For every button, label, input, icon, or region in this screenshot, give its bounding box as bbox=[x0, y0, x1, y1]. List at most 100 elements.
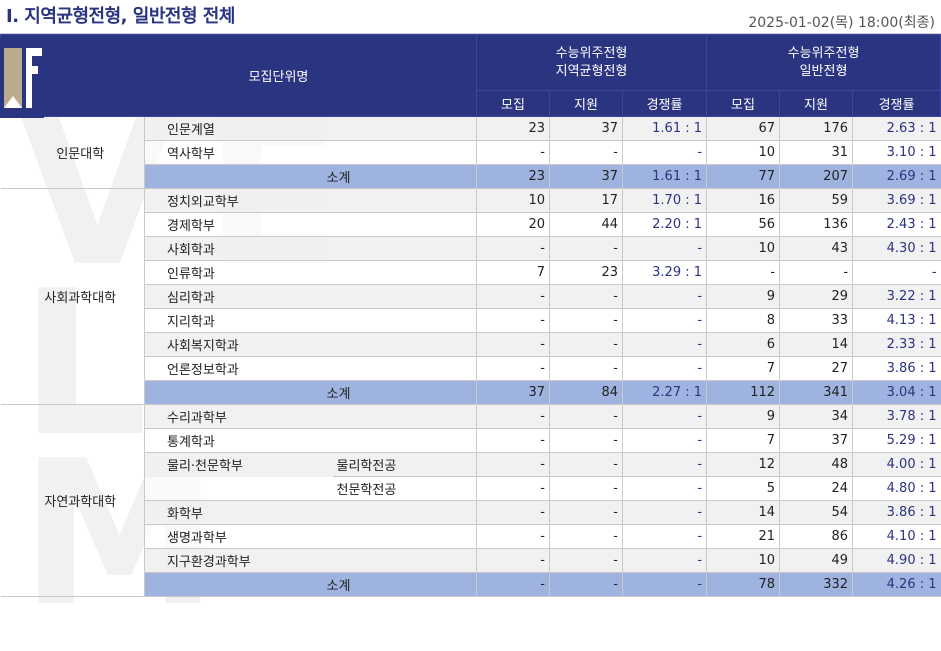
ratio-value: - bbox=[621, 428, 707, 453]
quota-value: - bbox=[706, 260, 780, 285]
table-row: 사회복지학과 - - -6 14 2.33 : 1 bbox=[1, 332, 941, 357]
applicants-value: 44 bbox=[549, 212, 623, 237]
subtotal-ratio: 1.61 : 1 bbox=[621, 164, 707, 189]
applicants-value: - bbox=[549, 548, 623, 573]
subtotal-row: 소계 23 37 1.61 : 1 77 207 2.69 : 1 bbox=[1, 164, 941, 189]
ratio-value: - bbox=[621, 524, 707, 549]
ratio-value: 4.80 : 1 bbox=[852, 476, 941, 501]
subtotal-quota: 112 bbox=[706, 380, 780, 405]
ratio-value: 1.61 : 1 bbox=[621, 116, 707, 141]
header-group-regional: 수능위주전형 지역균형전형 bbox=[475, 34, 708, 91]
applicants-value: - bbox=[549, 308, 623, 333]
applicants-value: - bbox=[549, 500, 623, 525]
table-row: 자연과학대학 수리과학부 - - -9 34 3.78 : 1 bbox=[0, 404, 941, 597]
major-name bbox=[332, 212, 477, 237]
ratio-value: 5.29 : 1 bbox=[852, 428, 941, 453]
ratio-value: - bbox=[621, 452, 707, 477]
applicants-value: 14 bbox=[779, 332, 853, 357]
applicants-value: - bbox=[549, 476, 623, 501]
table-row: 천문학전공 - - -5 24 4.80 : 1 bbox=[1, 476, 941, 501]
major-name: 물리학전공 bbox=[332, 452, 477, 477]
department-name: 심리학과 bbox=[144, 284, 333, 309]
ratio-value: 3.86 : 1 bbox=[852, 356, 941, 381]
subtotal-label: 소계 bbox=[144, 572, 477, 597]
major-name bbox=[332, 332, 477, 357]
ratio-value: 4.00 : 1 bbox=[852, 452, 941, 477]
ratio-value: 2.33 : 1 bbox=[852, 332, 941, 357]
applicants-value: 17 bbox=[549, 188, 623, 213]
department-name: 언론정보학과 bbox=[144, 356, 333, 381]
table-row: 인류학과 7 23 3.29 : 1--- bbox=[1, 260, 941, 285]
ratio-value: 3.29 : 1 bbox=[621, 260, 707, 285]
applicants-value: 34 bbox=[779, 404, 853, 429]
applicants-value: 37 bbox=[549, 116, 623, 141]
quota-value: - bbox=[476, 476, 550, 501]
table-row: 역사학부 - - -10 31 3.10 : 1 bbox=[1, 140, 941, 165]
table-row: 지리학과 - - -8 33 4.13 : 1 bbox=[1, 308, 941, 333]
subtotal-quota: - bbox=[476, 572, 550, 597]
quota-value: - bbox=[476, 140, 550, 165]
department-name: 통계학과 bbox=[144, 428, 333, 453]
header-col-quota: 모집 bbox=[706, 90, 781, 117]
page-title: Ⅰ. 지역균형전형, 일반전형 전체 bbox=[6, 6, 235, 27]
ratio-value: 1.70 : 1 bbox=[621, 188, 707, 213]
ratio-value: 2.63 : 1 bbox=[852, 116, 941, 141]
quota-value: 7 bbox=[476, 260, 550, 285]
subtotal-row: 소계 - - -78 332 4.26 : 1 bbox=[1, 572, 941, 597]
quota-value: 21 bbox=[706, 524, 780, 549]
applicants-value: - bbox=[549, 428, 623, 453]
applicants-value: - bbox=[549, 236, 623, 261]
quota-value: - bbox=[476, 236, 550, 261]
subtotal-ratio: 4.26 : 1 bbox=[852, 572, 941, 597]
applicants-value: - bbox=[779, 260, 853, 285]
quota-value: 7 bbox=[706, 356, 780, 381]
ratio-value: - bbox=[621, 356, 707, 381]
quota-value: 6 bbox=[706, 332, 780, 357]
quota-value: 10 bbox=[706, 236, 780, 261]
header-col-quota: 모집 bbox=[476, 90, 550, 117]
subtotal-quota: 37 bbox=[476, 380, 550, 405]
applicants-value: 86 bbox=[779, 524, 853, 549]
department-name: 지구환경과학부 bbox=[144, 548, 333, 573]
table-row: 생명과학부 - - -21 86 4.10 : 1 bbox=[1, 524, 941, 549]
ratio-value: - bbox=[621, 548, 707, 573]
major-name bbox=[332, 428, 477, 453]
quota-value: 7 bbox=[706, 428, 780, 453]
subtotal-label: 소계 bbox=[144, 380, 477, 405]
ratio-value: 3.69 : 1 bbox=[852, 188, 941, 213]
college-name: 인문대학 bbox=[0, 116, 145, 189]
header-unit-name: 모집단위명 bbox=[0, 34, 477, 117]
major-name bbox=[332, 284, 477, 309]
applicants-value: 23 bbox=[549, 260, 623, 285]
college-name: 자연과학대학 bbox=[0, 404, 145, 597]
department-name: 생명과학부 bbox=[144, 524, 333, 549]
quota-value: 5 bbox=[706, 476, 780, 501]
results-table: 모집단위명 수능위주전형 지역균형전형 수능위주전형 일반전형 모집 지원 경쟁… bbox=[0, 34, 941, 597]
subtotal-ratio: - bbox=[621, 572, 707, 597]
ratio-value: 3.78 : 1 bbox=[852, 404, 941, 429]
department-name: 사회복지학과 bbox=[144, 332, 333, 357]
major-name bbox=[332, 524, 477, 549]
university-logo-icon bbox=[0, 38, 44, 118]
header-col-ratio: 경쟁률 bbox=[852, 90, 941, 117]
applicants-value: 59 bbox=[779, 188, 853, 213]
applicants-value: 48 bbox=[779, 452, 853, 477]
applicants-value: 176 bbox=[779, 116, 853, 141]
quota-value: 56 bbox=[706, 212, 780, 237]
quota-value: 10 bbox=[706, 140, 780, 165]
subtotal-ratio: 2.27 : 1 bbox=[621, 380, 707, 405]
ratio-value: - bbox=[621, 404, 707, 429]
department-name: 역사학부 bbox=[144, 140, 333, 165]
table-row: 인문대학 인문계열 23 37 1.61 : 1 67 176 2.63 : 1 bbox=[0, 116, 941, 189]
applicants-value: 29 bbox=[779, 284, 853, 309]
ratio-value: 3.22 : 1 bbox=[852, 284, 941, 309]
ratio-value: - bbox=[621, 140, 707, 165]
subtotal-row: 소계 37 84 2.27 : 1 112 341 3.04 : 1 bbox=[1, 380, 941, 405]
quota-value: 14 bbox=[706, 500, 780, 525]
ratio-value: 4.13 : 1 bbox=[852, 308, 941, 333]
subtotal-applicants: 332 bbox=[779, 572, 853, 597]
subtotal-quota: 23 bbox=[476, 164, 550, 189]
major-name bbox=[332, 548, 477, 573]
quota-value: - bbox=[476, 332, 550, 357]
table-row: 사회학과 - - -10 43 4.30 : 1 bbox=[1, 236, 941, 261]
